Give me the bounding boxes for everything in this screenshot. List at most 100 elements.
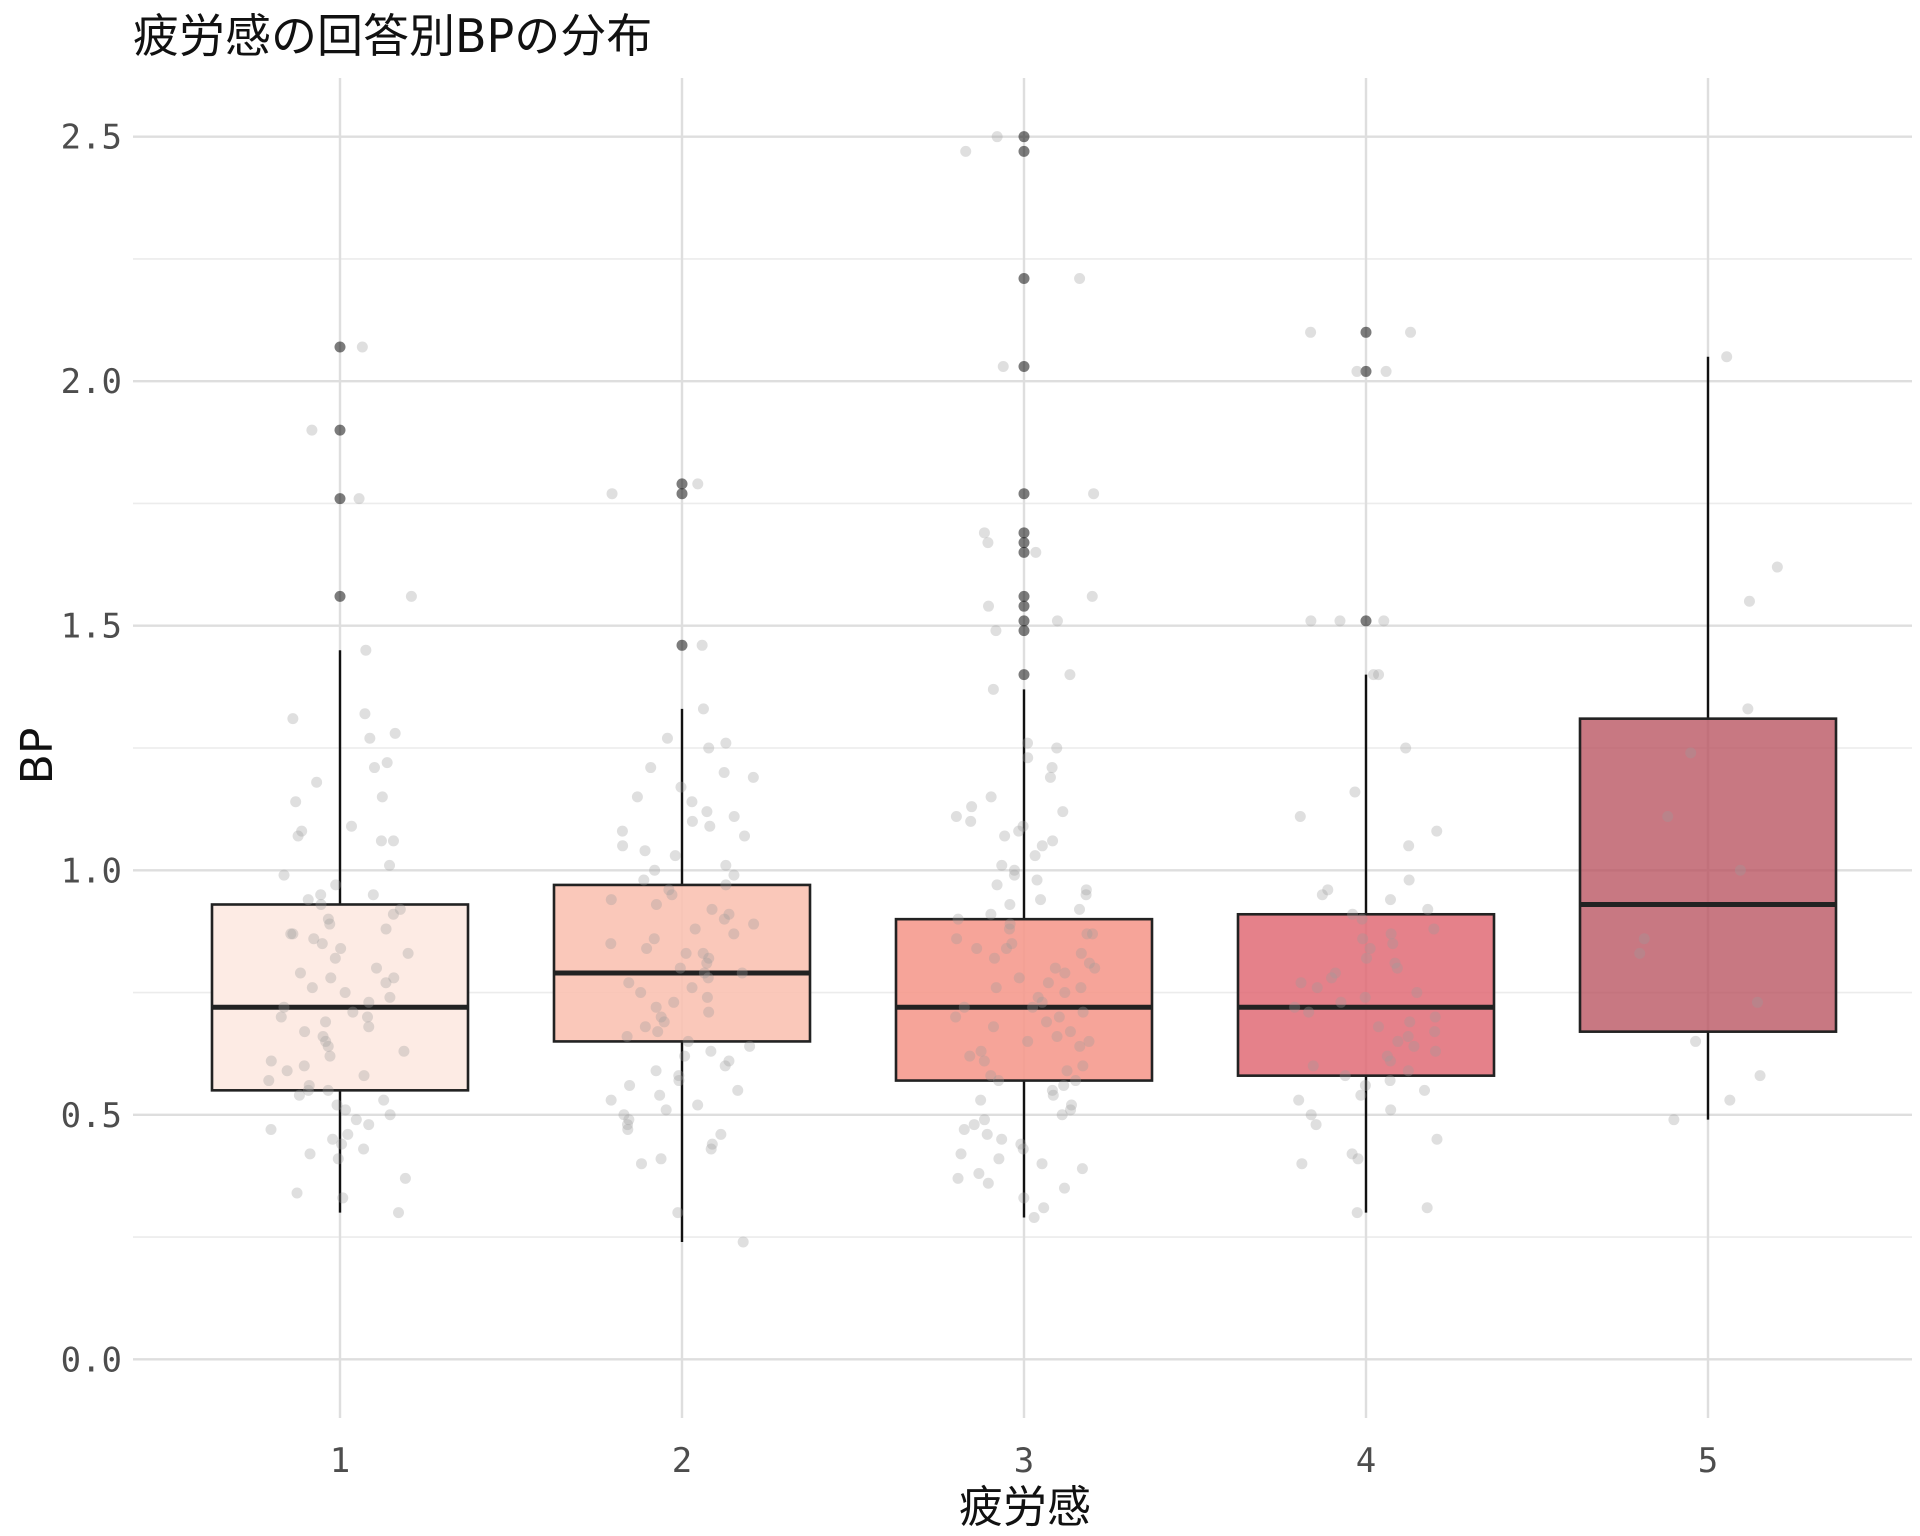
jitter-point [705,1045,717,1057]
jitter-point [1006,938,1018,950]
jitter-point [1044,771,1056,783]
jitter-point [1022,752,1034,764]
jitter-point [325,972,337,984]
jitter-point [680,947,692,959]
jitter-point [718,913,730,925]
box-iqr [1236,912,1496,1077]
jitter-point [965,815,977,827]
jitter-point [698,967,710,979]
jitter-point [306,982,318,994]
jitter-point [1357,933,1369,945]
jitter-point [686,982,698,994]
jitter-point [650,898,662,910]
jitter-point [728,869,740,881]
jitter-point [302,894,314,906]
jitter-point [1685,747,1697,759]
jitter-point [389,727,401,739]
jitter-point [648,933,660,945]
outlier-point [1018,131,1030,143]
outlier-point [1018,590,1030,602]
jitter-point [1032,991,1044,1003]
jitter-point [322,1040,334,1052]
jitter-point [285,928,297,940]
jitter-point [1022,737,1034,749]
jitter-point [378,1094,390,1106]
jitter-point [605,1094,617,1106]
jitter-point [1400,742,1412,754]
jitter-point [1351,1207,1363,1219]
jitter-point [1074,1040,1086,1052]
jitter-point [308,933,320,945]
jitter-point [1046,1084,1058,1096]
jitter-point [955,1148,967,1160]
jitter-point [951,933,963,945]
jitter-point [650,1065,662,1077]
jitter-point [679,1050,691,1062]
jitter-point [393,1207,405,1219]
x-tick-label: 3 [1014,1441,1034,1481]
jitter-point [1075,947,1087,959]
jitter-point [1051,1031,1063,1043]
jitter-point [1373,669,1385,681]
jitter-point [723,1055,735,1067]
jitter-point [736,967,748,979]
jitter-point [950,1011,962,1023]
jitter-point [294,967,306,979]
jitter-point [315,889,327,901]
jitter-point [985,791,997,803]
jitter-point [399,1172,411,1184]
jitter-point [1061,1065,1073,1077]
jitter-point [1008,869,1020,881]
y-tick-label: 0.0 [61,1340,122,1380]
jitter-point [703,952,715,964]
jitter-point [720,879,732,891]
jitter-point [624,1079,636,1091]
jitter-point [706,903,718,915]
jitter-point [371,962,383,974]
outlier-point [676,488,688,500]
jitter-point [1346,1148,1358,1160]
jitter-point [1359,1079,1371,1091]
jitter-point [329,952,341,964]
jitter-point [988,952,1000,964]
jitter-point [1058,1182,1070,1194]
jitter-point [1074,273,1086,285]
jitter-point [281,1065,293,1077]
jitter-point [971,943,983,955]
jitter-point [697,947,709,959]
jitter-point [655,1153,667,1165]
jitter-point [1017,1143,1029,1155]
jitter-point [645,762,657,774]
jitter-point [723,908,735,920]
jitter-point [324,1050,336,1062]
box-layer [210,131,1838,1242]
y-tick-label: 2.0 [61,362,122,402]
jitter-point [1634,947,1646,959]
jitter-point [353,493,365,505]
jitter-point [981,1128,993,1140]
jitter-point [682,1035,694,1047]
jitter-point [398,1045,410,1057]
jitter-point [1064,1026,1076,1038]
jitter-point [387,835,399,847]
jitter-point [706,1138,718,1150]
jitter-point [1008,864,1020,876]
jitter-point [330,879,342,891]
jitter-point [703,742,715,754]
jitter-point [697,703,709,715]
jitter-point [1385,1104,1397,1116]
jitter-point [1076,1163,1088,1175]
jitter-point [975,1045,987,1057]
jitter-point [337,1192,349,1204]
jitter-point [703,1006,715,1018]
jitter-point [278,1001,290,1013]
jitter-point [655,1011,667,1023]
jitter-point [1305,615,1317,627]
jitter-point [1402,1031,1414,1043]
jitter-point [1355,1089,1367,1101]
jitter-point [623,977,635,989]
jitter-point [358,1143,370,1155]
jitter-point [1003,923,1015,935]
outlier-point [334,590,346,602]
jitter-point [1405,326,1417,338]
